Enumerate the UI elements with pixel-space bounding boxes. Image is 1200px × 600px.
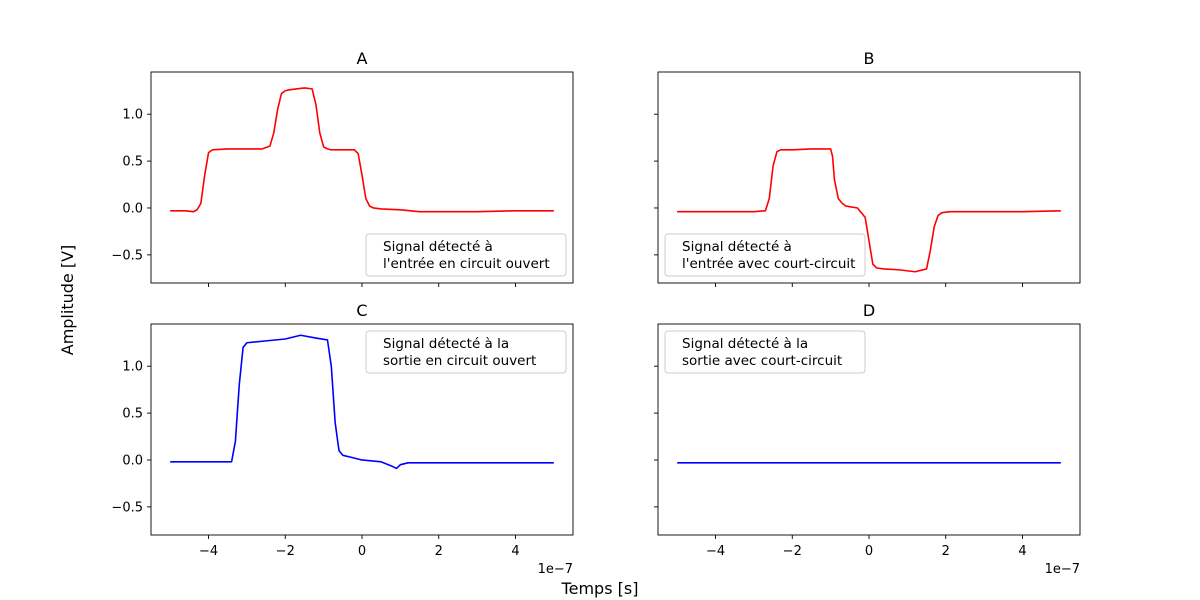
legend-a: Signal détecté àl'entrée en circuit ouve…	[365, 233, 567, 277]
y-tick-label-c-1: 0.0	[122, 453, 143, 468]
x-tick-label-d-1: −2	[783, 544, 802, 559]
x-tick-label-d-2: 0	[865, 544, 873, 559]
subplot-title-d: D	[863, 301, 875, 320]
x-offset-label-c: 1e−7	[538, 562, 573, 577]
x-tick-label-d-4: 4	[1018, 544, 1026, 559]
subplot-title-a: A	[357, 49, 368, 68]
legend-box-a	[365, 233, 567, 277]
series-line-c-0	[170, 334, 554, 470]
legend-text-d-0: Signal détecté à la	[682, 336, 808, 352]
x-tick-label-d-3: 2	[942, 544, 950, 559]
x-tick-label-c-3: 2	[435, 544, 443, 559]
series-line-a-0	[170, 87, 554, 213]
x-tick-label-d-0: −4	[706, 544, 725, 559]
subplot-b: B Signal détecté àl'entrée avec court-cir…	[654, 49, 1081, 287]
legend-text-c-1: sortie en circuit ouvert	[383, 353, 536, 369]
legend-b: Signal détecté àl'entrée avec court-circ…	[664, 233, 866, 277]
legend-box-b	[664, 233, 866, 277]
x-tick-label-c-2: 0	[358, 544, 366, 559]
subplot-title-b: B	[864, 49, 875, 68]
legend-box-d	[664, 330, 866, 374]
y-axis-label: Amplitude [V]	[58, 245, 77, 356]
y-tick-label-a-1: 0.0	[122, 201, 143, 216]
y-tick-label-c-2: 0.5	[122, 407, 143, 422]
y-tick-label-a-2: 0.5	[122, 155, 143, 170]
legend-text-a-1: l'entrée en circuit ouvert	[383, 256, 550, 272]
x-axis-label: Temps [s]	[561, 579, 639, 598]
x-tick-label-c-1: −2	[276, 544, 295, 559]
legend-text-b-1: l'entrée avec court-circuit	[682, 256, 855, 272]
subplot-c: C −4 −2 0 2 4 −0.5 0.0 0.5 1.0 1e−7 Signal détecté …	[111, 301, 574, 577]
legend-text-a-0: Signal détecté à	[383, 239, 493, 255]
x-tick-label-c-4: 4	[511, 544, 519, 559]
x-offset-label-d: 1e−7	[1045, 562, 1080, 577]
series-line-b-0	[677, 148, 1061, 273]
subplot-title-c: C	[356, 301, 367, 320]
legend-box-c	[365, 330, 567, 374]
legend-text-d-1: sortie avec court-circuit	[682, 353, 842, 369]
legend-text-c-0: Signal détecté à la	[383, 336, 509, 352]
y-tick-label-c-3: 1.0	[122, 360, 143, 375]
y-tick-label-c-0: −0.5	[111, 500, 143, 515]
x-tick-label-c-0: −4	[199, 544, 218, 559]
legend-text-b-0: Signal détecté à	[682, 239, 792, 255]
subplot-a: A −0.5 0.0 0.5 1.0 Signal détecté àl'entrée e…	[111, 49, 574, 287]
y-tick-label-a-3: 1.0	[122, 108, 143, 123]
y-tick-label-a-0: −0.5	[111, 248, 143, 263]
